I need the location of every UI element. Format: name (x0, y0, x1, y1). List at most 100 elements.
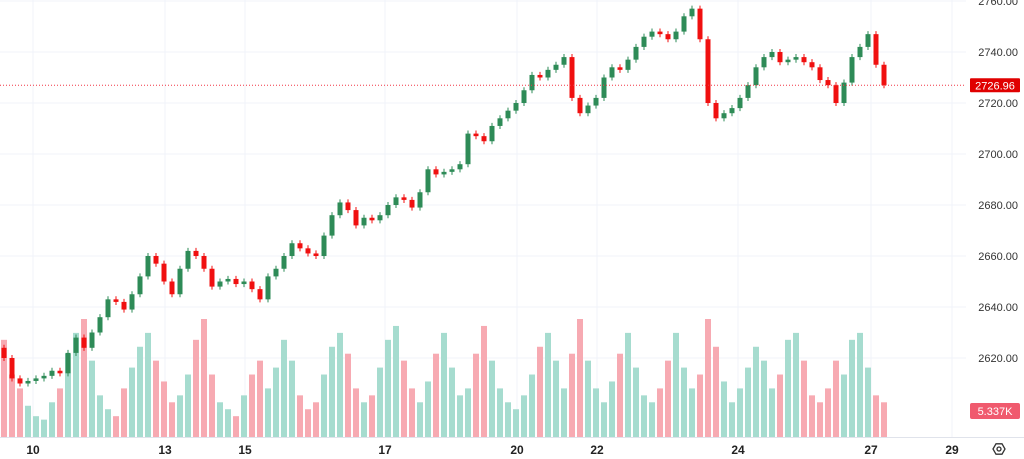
volume-bar (49, 402, 55, 437)
volume-bar (545, 332, 551, 437)
volume-bar (505, 402, 511, 437)
date-tick-label: 20 (510, 443, 524, 457)
candle-body (833, 85, 839, 103)
volume-bar (153, 360, 159, 437)
candle-body (169, 281, 175, 295)
candle-body (873, 34, 879, 65)
volume-bar (329, 346, 335, 437)
volume-bar (577, 319, 583, 437)
volume-bar (73, 332, 79, 437)
candle-body (329, 215, 335, 236)
candle-body (217, 281, 223, 287)
volume-bar (849, 339, 855, 437)
candle-body (17, 378, 23, 384)
candle-body (273, 268, 279, 277)
price-tick-label: 2700.00 (978, 149, 1018, 161)
volume-bar (265, 388, 271, 437)
candle-body (841, 82, 847, 103)
volume-bar (441, 332, 447, 437)
date-tick-label: 24 (731, 443, 745, 457)
volume-bar (721, 381, 727, 437)
candle-body (161, 263, 167, 282)
volume-bar (97, 395, 103, 437)
candle-body (145, 256, 151, 277)
price-tick-label: 2620.00 (978, 353, 1018, 365)
volume-bar (673, 332, 679, 437)
volume-bar (113, 416, 119, 437)
candle-body (393, 197, 399, 205)
candle-body (633, 46, 639, 60)
candle-body (25, 380, 31, 384)
candle-body (201, 256, 207, 269)
candle-body (737, 97, 743, 109)
candle-body (369, 217, 375, 221)
volume-bar (825, 388, 831, 437)
candle-body (569, 57, 575, 98)
volume-bar (193, 339, 199, 437)
candle-body (545, 69, 551, 78)
candle-body (113, 299, 119, 302)
candle-body (505, 110, 511, 119)
volume-bar (481, 325, 487, 437)
volume-bar (353, 388, 359, 437)
price-tick-label: 2720.00 (978, 98, 1018, 110)
volume-bar (697, 374, 703, 437)
price-tick-label: 2680.00 (978, 200, 1018, 212)
candle-body (313, 253, 319, 256)
candle-body (289, 243, 295, 256)
candle-body (233, 278, 239, 285)
candle-body (681, 16, 687, 32)
candle-body (537, 74, 543, 78)
time-axis[interactable]: 10 13 15 17 20 22 24 27 29 (26, 443, 959, 457)
date-tick-label: 13 (158, 443, 172, 457)
volume-bar (401, 360, 407, 437)
volume-bar (425, 381, 431, 437)
volume-bar (881, 402, 887, 437)
candle-body (705, 39, 711, 103)
price-axis[interactable] (966, 0, 1024, 437)
volume-bar (129, 367, 135, 437)
candle-body (97, 317, 103, 333)
candle-body (153, 256, 159, 264)
volume-bar (281, 339, 287, 437)
candle-body (825, 80, 831, 86)
volume-bar (617, 353, 623, 437)
volume-bar (745, 367, 751, 437)
candle-body (209, 268, 215, 287)
candle-body (73, 337, 79, 353)
candle-body (761, 57, 767, 68)
volume-bar (185, 374, 191, 437)
candle-body (385, 205, 391, 216)
volume-bar (145, 332, 151, 437)
candle-body (305, 248, 311, 254)
volume-bar (809, 395, 815, 437)
volume-bar (777, 374, 783, 437)
candle-body (649, 31, 655, 37)
candle-body (497, 118, 503, 126)
volume-bar (337, 332, 343, 437)
candle-body (513, 103, 519, 111)
volume-bar (233, 416, 239, 437)
date-tick-label: 27 (864, 443, 878, 457)
candle-body (377, 215, 383, 221)
candle-body (361, 217, 367, 226)
volume-bar (841, 374, 847, 437)
settings-icon[interactable] (992, 443, 1006, 455)
candle-body (337, 202, 343, 216)
price-tick-label: 2640.00 (978, 302, 1018, 314)
volume-bar (561, 388, 567, 437)
volume-bar (817, 402, 823, 437)
candle-body (81, 337, 87, 348)
candle-body (777, 52, 783, 63)
volume-bar (609, 381, 615, 437)
volume-bar (713, 346, 719, 437)
candle-body (793, 57, 799, 60)
candle-body (353, 210, 359, 226)
candle-body (193, 250, 199, 256)
volume-bar (241, 395, 247, 437)
candle-body (481, 136, 487, 142)
candle-body (225, 278, 231, 282)
candle-body (553, 64, 559, 70)
volume-bar (217, 402, 223, 437)
